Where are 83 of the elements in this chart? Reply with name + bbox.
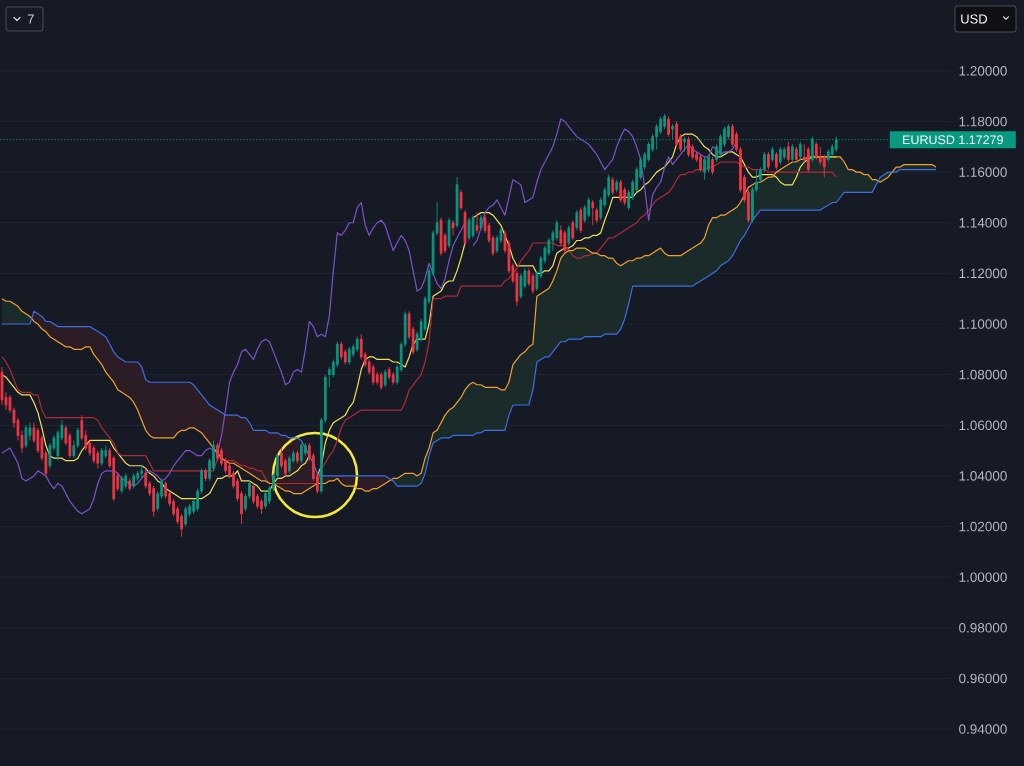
y-tick-label: 1.10000 bbox=[959, 319, 1007, 329]
annotation: 7 bbox=[27, 14, 34, 24]
candlestick bbox=[264, 490, 267, 510]
candlestick bbox=[790, 143, 794, 163]
candlestick bbox=[296, 450, 299, 464]
candlestick bbox=[767, 151, 770, 171]
candlestick bbox=[703, 156, 706, 181]
y-tick-label: 1.00000 bbox=[959, 572, 1007, 582]
candlestick bbox=[128, 477, 132, 492]
candlestick bbox=[611, 176, 615, 196]
y-tick-label: 0.98000 bbox=[959, 623, 1007, 633]
y-axis-title: USD bbox=[961, 14, 988, 24]
candlestick bbox=[140, 465, 144, 479]
candlestick bbox=[779, 146, 782, 165]
y-tick-label: 1.08000 bbox=[959, 369, 1007, 380]
candlestick bbox=[152, 485, 156, 517]
candlestick bbox=[451, 219, 455, 236]
candlestick bbox=[771, 146, 774, 163]
y-tick-label: 1.02000 bbox=[959, 521, 1007, 532]
candlestick bbox=[439, 217, 443, 257]
candlestick bbox=[563, 229, 567, 254]
y-tick-label: 1.04000 bbox=[959, 471, 1007, 481]
y-tick-label: 1.06000 bbox=[959, 420, 1007, 431]
candlestick bbox=[711, 156, 714, 176]
candlestick bbox=[387, 366, 391, 381]
candlestick bbox=[184, 505, 187, 527]
candlestick bbox=[615, 179, 619, 193]
candlestick bbox=[571, 219, 575, 241]
y-tick-label: 1.18000 bbox=[959, 116, 1007, 127]
candlestick bbox=[619, 179, 623, 203]
candlestick bbox=[591, 199, 595, 226]
candlestick bbox=[24, 424, 28, 449]
candlestick bbox=[479, 214, 483, 231]
candlestick bbox=[347, 346, 351, 365]
candlestick bbox=[96, 450, 100, 469]
candlestick bbox=[132, 472, 136, 489]
candlestick bbox=[0, 366, 4, 406]
candlestick bbox=[663, 113, 666, 130]
candlestick bbox=[731, 123, 734, 148]
candlestick bbox=[391, 371, 395, 386]
candlestick bbox=[100, 447, 104, 467]
y-tick-label: 1.16000 bbox=[959, 167, 1007, 177]
ref-line-label: EURUSD 1.17279 bbox=[903, 135, 1003, 145]
candlestick bbox=[798, 141, 802, 160]
candlestick bbox=[455, 176, 459, 229]
candlestick bbox=[463, 209, 467, 246]
candlestick bbox=[595, 207, 599, 224]
candlestick bbox=[355, 336, 359, 353]
y-tick-label: 1.20000 bbox=[959, 66, 1007, 76]
y-tick-label: 0.96000 bbox=[959, 673, 1007, 684]
candlestick bbox=[826, 148, 830, 163]
candlestick bbox=[806, 146, 810, 173]
candlestick bbox=[379, 371, 383, 391]
candlestick bbox=[531, 272, 535, 295]
candlestick bbox=[519, 272, 523, 300]
candlestick bbox=[447, 217, 451, 249]
candlestick bbox=[579, 207, 583, 234]
candlestick bbox=[671, 123, 674, 140]
y-tick-label: 1.12000 bbox=[959, 268, 1007, 279]
candlestick bbox=[204, 467, 207, 482]
candlestick bbox=[216, 442, 219, 462]
candlestick bbox=[459, 189, 463, 211]
candlestick bbox=[699, 153, 702, 173]
candlestick bbox=[471, 214, 475, 239]
candlestick bbox=[775, 151, 778, 171]
candlestick bbox=[120, 475, 124, 495]
candlestick bbox=[675, 121, 678, 148]
candlestick bbox=[587, 196, 591, 219]
candlestick bbox=[383, 369, 387, 388]
candlestick bbox=[787, 141, 790, 163]
candlestick bbox=[252, 483, 255, 505]
y-tick-label: 1.14000 bbox=[959, 217, 1007, 228]
candlestick bbox=[288, 455, 291, 474]
candlestick bbox=[687, 136, 690, 158]
candlestick bbox=[575, 209, 579, 231]
candlestick bbox=[667, 115, 670, 138]
candlestick bbox=[260, 498, 263, 515]
candlestick bbox=[475, 212, 479, 234]
candlestick bbox=[467, 217, 471, 241]
candlestick bbox=[567, 224, 571, 246]
candlestick bbox=[794, 146, 798, 163]
candlestick bbox=[300, 442, 303, 464]
y-tick-label: 0.94000 bbox=[959, 724, 1007, 734]
